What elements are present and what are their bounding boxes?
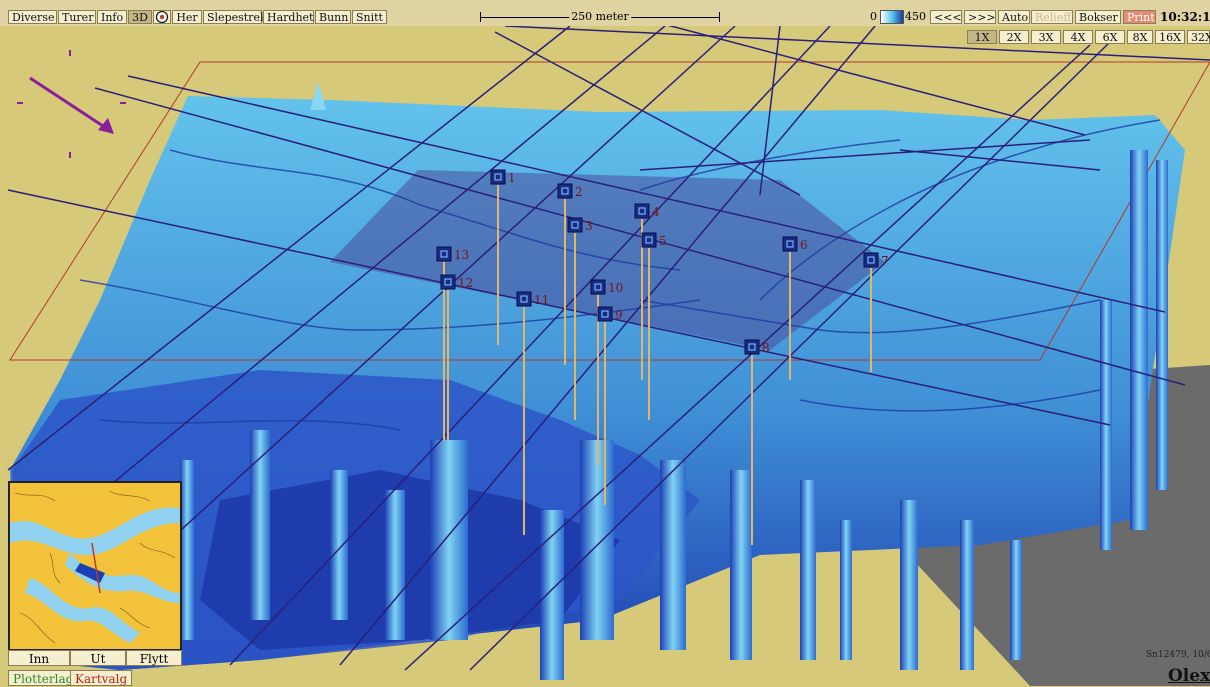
waypoint-10[interactable]: 10	[590, 279, 623, 295]
map-zoom-in-button[interactable]: Inn	[8, 650, 70, 666]
waypoint-13[interactable]: 13	[436, 246, 469, 262]
top-toolbar: Diverse Turer Info 3D Her Slepestrek Har…	[0, 0, 1210, 26]
overview-map[interactable]	[8, 481, 182, 651]
zoom-16x[interactable]: 16X	[1155, 30, 1185, 44]
relieff-button[interactable]: Relieff	[1031, 10, 1073, 24]
waypoint-label: 6	[800, 238, 808, 252]
target-icon[interactable]	[153, 10, 171, 24]
zoom-8x[interactable]: 8X	[1127, 30, 1153, 44]
waypoint-label: 9	[615, 308, 623, 322]
vessel-tracks	[7, 9, 1210, 671]
waypoint-label: 11	[534, 293, 549, 307]
waypoint-11[interactable]: 11	[516, 291, 549, 307]
tab-kartvalg[interactable]: Kartvalg	[70, 670, 133, 686]
zoom-4x[interactable]: 4X	[1063, 30, 1093, 44]
seabed-peak	[310, 82, 326, 110]
zoom-1x[interactable]: 1X	[967, 30, 997, 44]
waypoint-label: 1	[508, 171, 516, 185]
waypoint-1[interactable]: 1	[490, 169, 516, 185]
waypoint-drop-lines	[443, 185, 872, 545]
zoom-2x[interactable]: 2X	[999, 30, 1029, 44]
tab-plotterlag[interactable]: Plotterlag	[8, 670, 79, 686]
print-button[interactable]: Print	[1123, 10, 1156, 24]
waypoint-label: 5	[659, 234, 667, 248]
waypoint-label: 10	[608, 281, 623, 295]
scale-bar: 250 meter	[480, 10, 720, 24]
waypoint-4[interactable]: 4	[634, 203, 660, 219]
prev-button[interactable]: <<<	[930, 10, 962, 24]
waypoint-label: 7	[881, 254, 889, 268]
map-move-button[interactable]: Flytt	[126, 650, 182, 666]
depth-color-scale	[880, 10, 904, 24]
auto-button[interactable]: Auto	[998, 10, 1030, 24]
zoom-32x[interactable]: 32X	[1187, 30, 1210, 44]
survey-area-outline	[9, 61, 1210, 361]
waypoint-label: 3	[585, 219, 593, 233]
waypoint-6[interactable]: 6	[782, 236, 808, 252]
seabed-pillars	[180, 150, 1168, 680]
direction-indicator	[17, 50, 126, 158]
depth-max: 450	[905, 10, 926, 23]
waypoint-2[interactable]: 2	[557, 183, 583, 199]
menu-turer[interactable]: Turer	[58, 10, 96, 24]
selection-plane	[330, 170, 885, 350]
menu-snitt[interactable]: Snitt	[352, 10, 387, 24]
scale-label: 250 meter	[569, 10, 631, 24]
waypoint-label: 8	[762, 341, 770, 355]
zoom-6x[interactable]: 6X	[1095, 30, 1125, 44]
waypoint-5[interactable]: 5	[641, 232, 667, 248]
waypoint-label: 12	[458, 276, 473, 290]
overview-map-drawing	[10, 483, 180, 649]
deeper-region	[200, 470, 620, 650]
waypoint-12[interactable]: 12	[440, 274, 473, 290]
zoom-3x[interactable]: 3X	[1031, 30, 1061, 44]
waypoint-9[interactable]: 9	[597, 306, 623, 322]
map-zoom-out-button[interactable]: Ut	[70, 650, 126, 666]
bokser-button[interactable]: Bokser	[1075, 10, 1121, 24]
waypoint-3[interactable]: 3	[567, 217, 593, 233]
waypoint-8[interactable]: 8	[744, 339, 770, 355]
menu-slepestrek[interactable]: Slepestrek	[203, 10, 267, 24]
menu-hardhet[interactable]: Hardhet	[263, 10, 314, 24]
depth-min: 0	[870, 10, 877, 23]
clock: 10:32:19	[1160, 10, 1210, 24]
menu-diverse[interactable]: Diverse	[8, 10, 57, 24]
menu-info[interactable]: Info	[97, 10, 127, 24]
menu-bunn[interactable]: Bunn	[315, 10, 351, 24]
waypoint-label: 4	[652, 205, 660, 219]
menu-her[interactable]: Her	[172, 10, 202, 24]
menu-3d[interactable]: 3D	[128, 10, 152, 24]
waypoint-label: 13	[454, 248, 469, 262]
serial-number: Sn12479, 10/6-202	[1146, 650, 1210, 660]
olex-logo: Olex	[1168, 666, 1210, 686]
waypoint-7[interactable]: 7	[863, 252, 889, 268]
contour-lines	[79, 119, 1161, 431]
next-button[interactable]: >>>	[964, 10, 996, 24]
waypoint-label: 2	[575, 185, 583, 199]
